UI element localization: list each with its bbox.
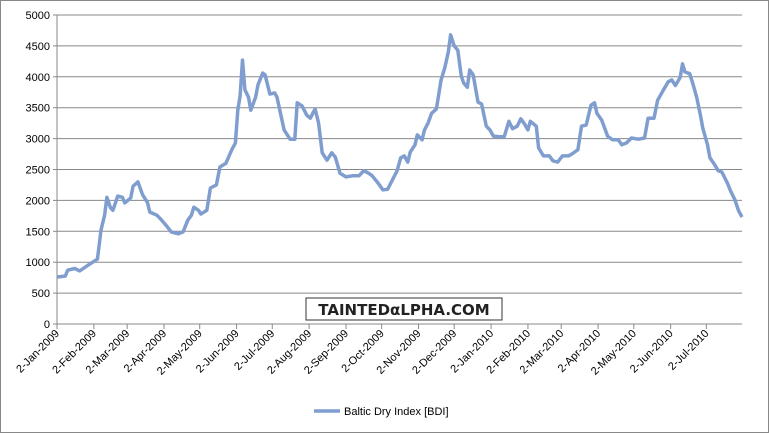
y-tick-label: 2500 [26,165,50,177]
y-tick-label: 4000 [26,72,50,84]
y-tick-label: 0 [44,319,50,331]
y-tick-label: 5000 [26,10,50,22]
y-tick-label: 2000 [26,195,50,207]
series-line [56,33,744,279]
watermark: TAINTEDαLPHA.COM [318,301,489,319]
y-tick-label: 500 [32,288,50,300]
watermark-box [305,297,503,321]
y-tick-label: 1000 [26,257,50,269]
y-tick-label: 3000 [26,134,50,146]
legend-label: Baltic Dry Index [BDI] [344,406,449,418]
y-tick-label: 3500 [26,103,50,115]
y-tick-label: 1500 [26,226,50,238]
y-tick-label: 4500 [26,41,50,53]
